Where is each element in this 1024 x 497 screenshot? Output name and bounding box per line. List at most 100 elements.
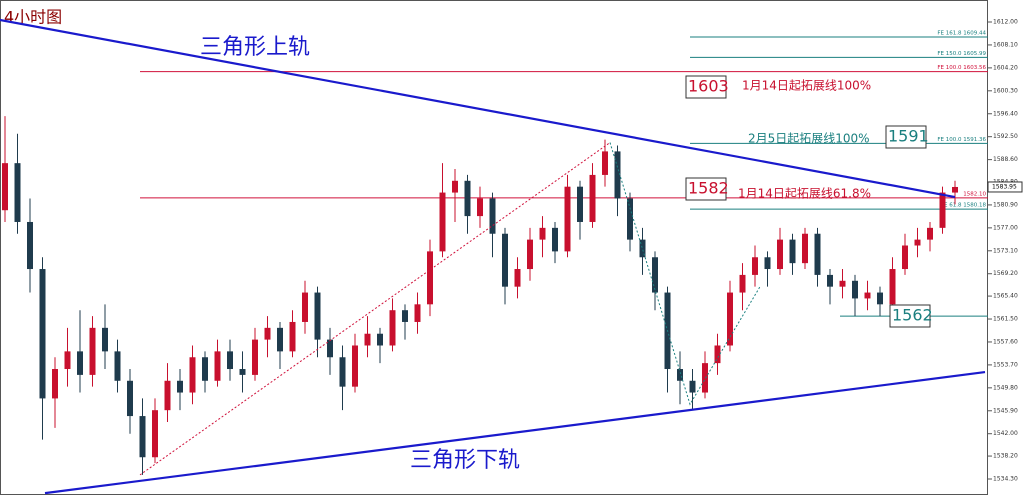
y-tick-label: 1600.30	[993, 87, 1018, 94]
candle-body	[552, 227, 558, 252]
level-label: FE 161.8 1609.44	[937, 31, 986, 37]
candle-body	[689, 380, 696, 393]
annotation: 三角形上轨	[200, 35, 310, 60]
y-tick-label: 1557.60	[993, 338, 1018, 345]
candle-body	[514, 269, 521, 287]
candle-body	[739, 274, 746, 293]
y-tick-label: 1561.50	[993, 316, 1018, 323]
candle-body	[127, 380, 133, 417]
trend-line	[44, 370, 986, 495]
candle-body	[877, 292, 883, 305]
candle-body	[627, 198, 633, 240]
candle-body	[764, 257, 771, 270]
candle-body	[839, 280, 846, 287]
candle-body	[102, 327, 108, 352]
level-label: FE 150.0 1605.99	[937, 51, 986, 57]
candle-body	[27, 221, 33, 270]
candle-body	[427, 251, 433, 305]
y-tick-label: 1542.00	[993, 430, 1018, 437]
y-tick-label: 1577.00	[993, 224, 1018, 231]
candle-body	[714, 345, 721, 364]
candle-body	[789, 239, 796, 264]
candle-body	[502, 233, 508, 287]
candle-body	[527, 239, 533, 270]
current-price-box	[987, 181, 1023, 193]
candle-body	[952, 186, 958, 193]
candle-body	[852, 280, 858, 299]
y-tick-label: 1596.40	[993, 110, 1018, 117]
annotation: 1月14日起拓展线100%	[742, 79, 871, 93]
annotation-box	[685, 177, 727, 201]
y-tick-label: 1604.20	[993, 64, 1018, 71]
candle-body	[902, 245, 908, 270]
annotation: 1月14日起拓展线61.8%	[738, 187, 871, 201]
candle-body	[114, 351, 121, 381]
level-label: FE 100.0 1591.36	[937, 137, 986, 143]
candle-body	[264, 327, 271, 340]
candle-body	[702, 363, 708, 393]
y-tick-label: 1612.00	[993, 18, 1018, 25]
annotation: 三角形下轨	[410, 448, 520, 473]
candle-body	[327, 339, 333, 358]
candle-body	[889, 269, 896, 305]
candle-body	[314, 292, 321, 340]
candle-body	[439, 192, 446, 252]
candle-body	[214, 351, 221, 381]
candle-body	[389, 310, 396, 346]
candle-body	[414, 304, 421, 322]
y-tick-label: 1545.90	[993, 407, 1018, 414]
candle-body	[602, 151, 608, 175]
annotation-box	[885, 125, 927, 149]
candle-body	[164, 380, 171, 411]
candle-body	[589, 174, 596, 222]
candle-body	[239, 369, 246, 375]
current-price-label: 1583.95	[992, 183, 1017, 190]
candle-body	[452, 180, 458, 193]
candle-body	[564, 186, 571, 252]
annotation-box	[889, 304, 931, 328]
level-label: FE 100.0 1603.56	[937, 65, 986, 71]
candle-body	[177, 380, 183, 393]
y-tick-label: 1573.10	[993, 247, 1018, 254]
candle-body	[677, 369, 683, 381]
annotation: 1591	[888, 127, 929, 146]
annotation-box	[685, 75, 727, 99]
candle-body	[64, 351, 71, 370]
candle-body	[777, 239, 783, 270]
annotation: 1562	[892, 306, 933, 325]
candle-body	[302, 292, 308, 322]
annotation: 1582	[688, 179, 729, 198]
y-tick-label: 1534.30	[993, 476, 1018, 483]
candle-body	[189, 357, 196, 393]
candle-body	[639, 239, 646, 258]
candle-body	[139, 416, 146, 458]
candle-body	[289, 321, 296, 352]
y-tick-label: 1588.60	[993, 156, 1018, 163]
candle-body	[152, 410, 158, 458]
candle-body	[52, 369, 58, 399]
candle-body	[352, 345, 358, 387]
y-tick-label: 1580.90	[993, 201, 1018, 208]
candle-body	[752, 257, 758, 275]
y-tick-label: 1538.20	[993, 453, 1018, 460]
trend-line	[609, 142, 761, 406]
candle-body	[914, 239, 921, 246]
candle-body	[89, 327, 96, 375]
candle-body	[577, 186, 583, 222]
candle-body	[827, 274, 833, 287]
candle-body	[77, 351, 83, 375]
candle-body	[339, 357, 346, 387]
candle-body	[864, 292, 871, 299]
y-tick-label: 1569.20	[993, 270, 1018, 277]
candle-body	[2, 163, 8, 211]
candle-body	[202, 357, 208, 381]
candle-body	[477, 198, 483, 217]
candle-body	[377, 333, 383, 346]
candle-body	[802, 233, 808, 264]
candle-body	[814, 233, 821, 275]
level-label: FE 61.8 1580.18	[941, 203, 987, 209]
candle-body	[489, 198, 496, 234]
annotation: 1603	[688, 77, 729, 96]
